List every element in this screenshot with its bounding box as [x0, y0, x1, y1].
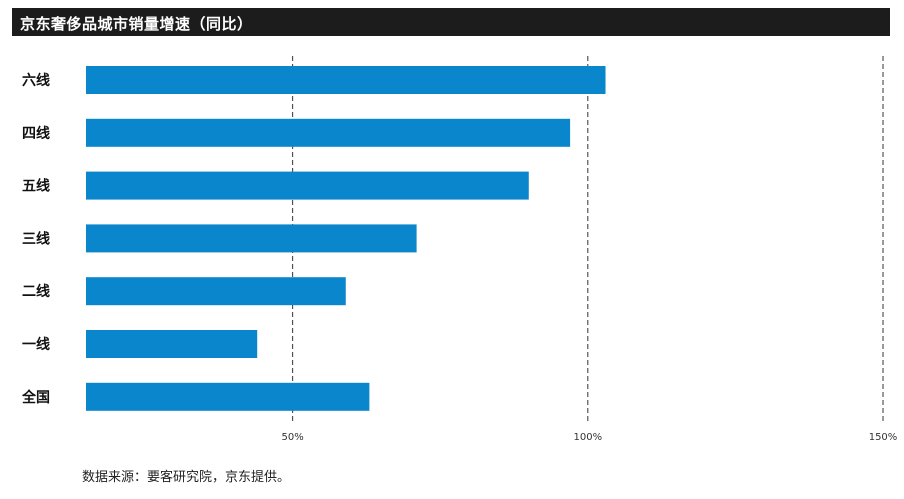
- x-tick-label: 50%: [282, 432, 304, 443]
- x-tick-label: 150%: [869, 432, 898, 443]
- bar-五线: [86, 171, 529, 200]
- bar-六线: [86, 66, 606, 94]
- chart-title: 京东奢侈品城市销量增速（同比）: [20, 15, 253, 33]
- chart-title-bar: 京东奢侈品城市销量增速（同比）: [12, 8, 890, 36]
- category-label: 二线: [22, 283, 50, 300]
- bar-二线: [86, 277, 346, 306]
- category-label: 全国: [21, 389, 50, 406]
- category-label: 六线: [22, 72, 50, 89]
- category-label: 五线: [22, 178, 50, 195]
- source-note: 数据来源：要客研究院，京东提供。: [82, 470, 291, 485]
- bar-全国: [86, 382, 370, 411]
- bar-三线: [86, 224, 417, 253]
- category-label: 四线: [22, 125, 50, 142]
- category-label: 三线: [22, 230, 50, 247]
- x-tick-label: 100%: [574, 432, 603, 443]
- bar-一线: [86, 330, 258, 358]
- category-label: 一线: [22, 336, 50, 353]
- bar-四线: [86, 118, 571, 147]
